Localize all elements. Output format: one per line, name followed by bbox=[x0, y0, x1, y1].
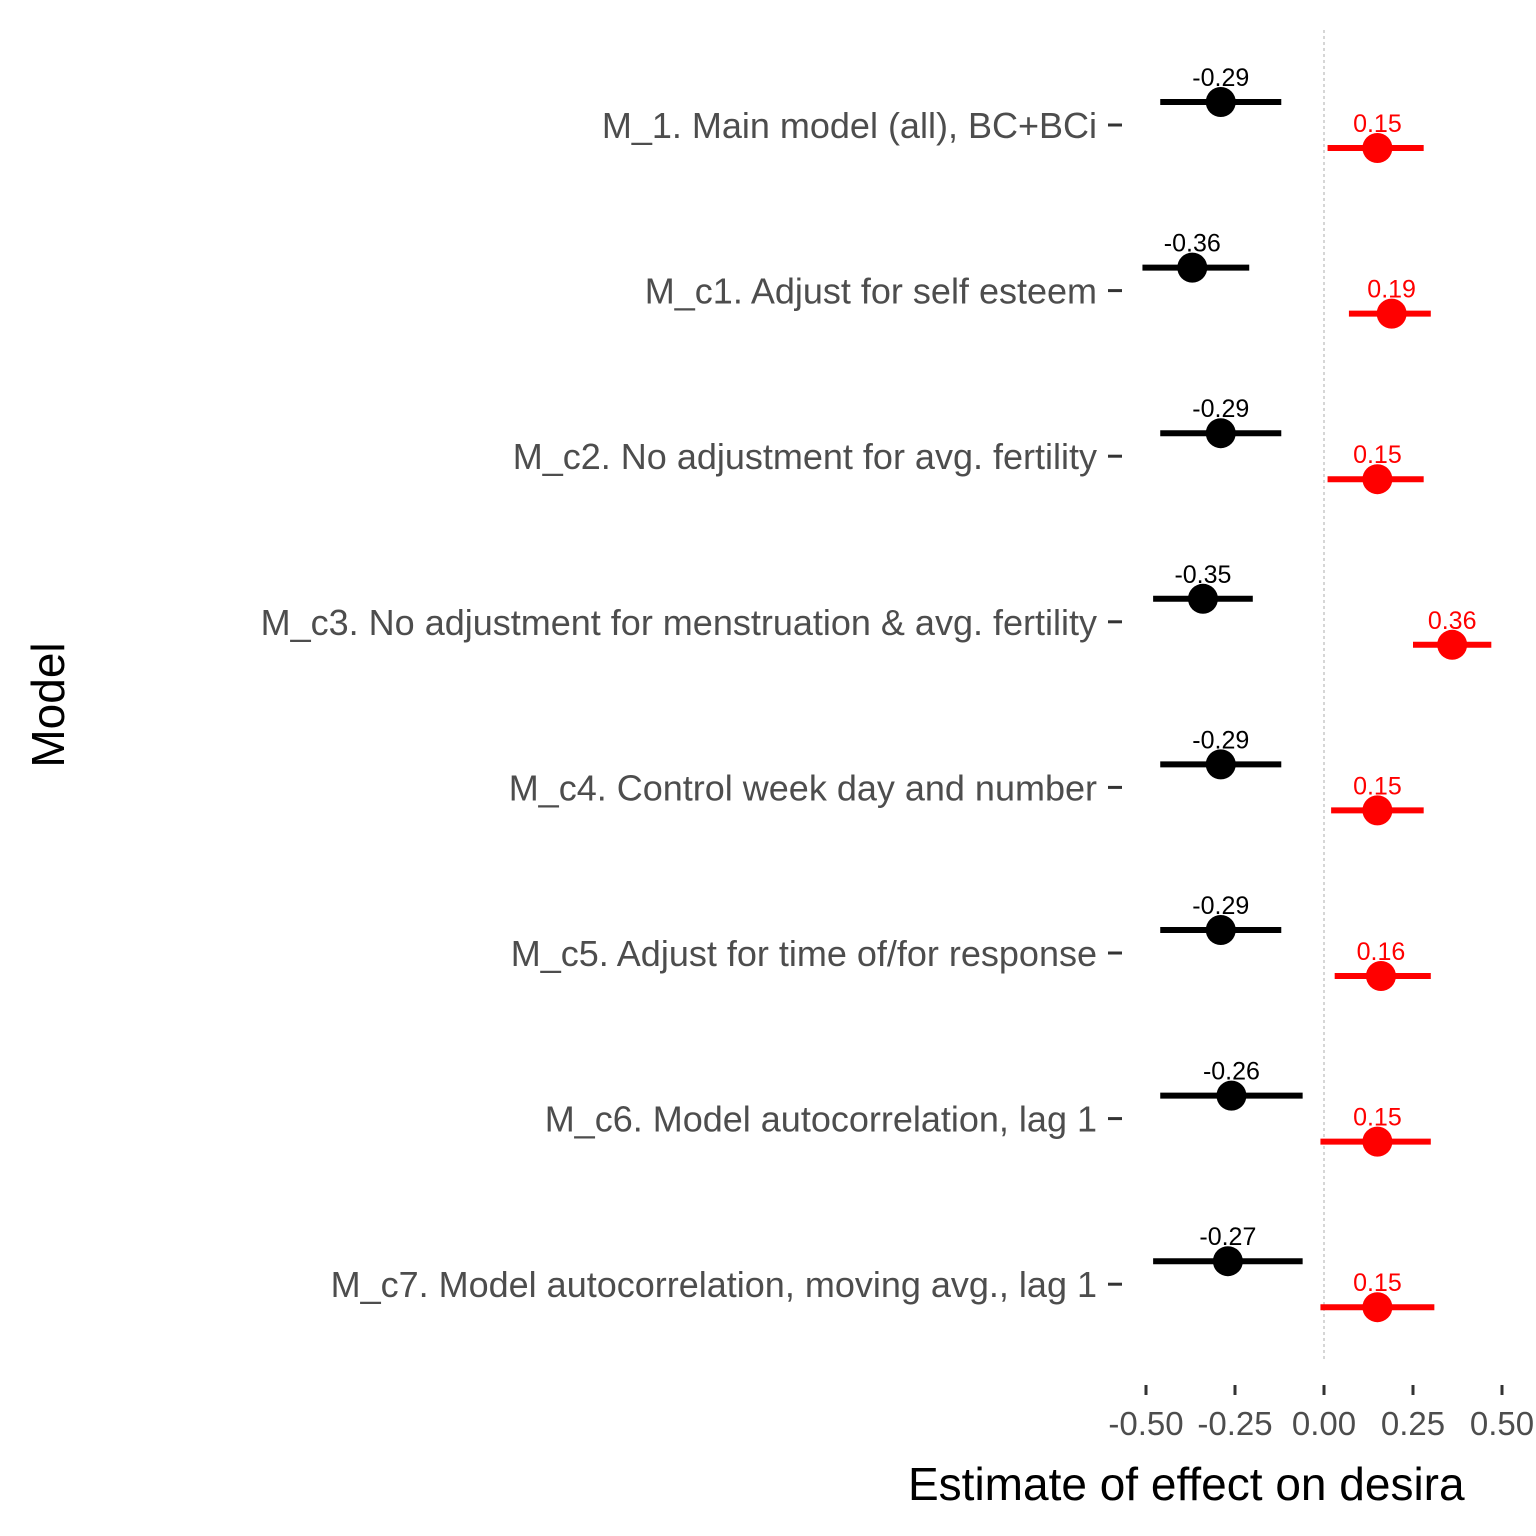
estimate-point bbox=[1205, 749, 1236, 780]
estimate-point bbox=[1187, 583, 1218, 614]
estimate-point bbox=[1205, 915, 1236, 945]
estimate-value-label: -0.29 bbox=[1192, 726, 1249, 754]
estimate-point bbox=[1362, 464, 1393, 495]
y-axis-title: Model bbox=[22, 642, 74, 767]
x-tick-label: 0.25 bbox=[1381, 1405, 1445, 1442]
estimate-point bbox=[1437, 629, 1468, 660]
estimate-value-label: 0.19 bbox=[1367, 276, 1416, 304]
x-tick-label: -0.50 bbox=[1108, 1405, 1183, 1442]
estimate-value-label: -0.26 bbox=[1203, 1058, 1260, 1086]
estimate-point bbox=[1205, 418, 1236, 449]
model-label: M_c7. Model autocorrelation, moving avg.… bbox=[331, 1264, 1097, 1305]
y-axis-category-labels: M_1. Main model (all), BC+BCi M_c1. Adjus… bbox=[261, 105, 1097, 1305]
estimate-value-label: -0.29 bbox=[1192, 892, 1249, 920]
model-label: M_c5. Adjust for time of/for response bbox=[511, 933, 1097, 974]
estimate-value-label: 0.15 bbox=[1353, 110, 1402, 138]
x-axis: -0.50 -0.25 0.00 0.25 0.50 bbox=[1108, 1385, 1534, 1442]
estimate-value-label: -0.29 bbox=[1192, 64, 1249, 92]
estimate-point bbox=[1205, 87, 1236, 117]
estimate-point bbox=[1177, 252, 1208, 283]
model-label: M_c3. No adjustment for menstruation & a… bbox=[261, 602, 1097, 643]
estimate-point bbox=[1376, 298, 1407, 329]
estimate-value-label: 0.15 bbox=[1353, 1104, 1402, 1132]
x-tick-label: 0.50 bbox=[1470, 1405, 1534, 1442]
model-label: M_1. Main model (all), BC+BCi bbox=[602, 105, 1097, 146]
x-axis-title: Estimate of effect on desira bbox=[908, 1458, 1465, 1510]
model-label: M_c4. Control week day and number bbox=[509, 767, 1097, 808]
estimate-point bbox=[1212, 1246, 1243, 1277]
estimate-value-label: 0.16 bbox=[1357, 938, 1406, 966]
estimate-value-label: 0.15 bbox=[1353, 1269, 1402, 1297]
x-tick-label: -0.25 bbox=[1197, 1405, 1272, 1442]
plot-marks: -0.29 -0.36 -0.29 -0.35 -0.29 -0.29 -0.26 -0.27… bbox=[1142, 64, 1492, 1323]
y-axis-ticks bbox=[1108, 123, 1122, 1286]
estimate-point bbox=[1362, 133, 1393, 163]
model-label: M_c2. No adjustment for avg. fertility bbox=[513, 436, 1097, 477]
model-label: M_c1. Adjust for self esteem bbox=[645, 271, 1097, 312]
x-tick-label: 0.00 bbox=[1292, 1405, 1356, 1442]
estimate-value-label: -0.29 bbox=[1192, 395, 1249, 423]
model-label: M_c6. Model autocorrelation, lag 1 bbox=[545, 1099, 1097, 1140]
estimate-point bbox=[1362, 1292, 1393, 1323]
estimate-value-label: -0.27 bbox=[1199, 1223, 1256, 1251]
estimate-point bbox=[1362, 1126, 1393, 1157]
estimate-value-label: 0.15 bbox=[1353, 441, 1402, 469]
estimate-value-label: -0.35 bbox=[1174, 561, 1231, 589]
estimate-point bbox=[1216, 1080, 1247, 1111]
estimate-value-label: -0.36 bbox=[1164, 230, 1221, 258]
estimate-value-label: 0.15 bbox=[1353, 772, 1402, 800]
estimate-point bbox=[1362, 795, 1393, 826]
estimate-point bbox=[1365, 961, 1396, 991]
estimate-value-label: 0.36 bbox=[1428, 607, 1477, 635]
